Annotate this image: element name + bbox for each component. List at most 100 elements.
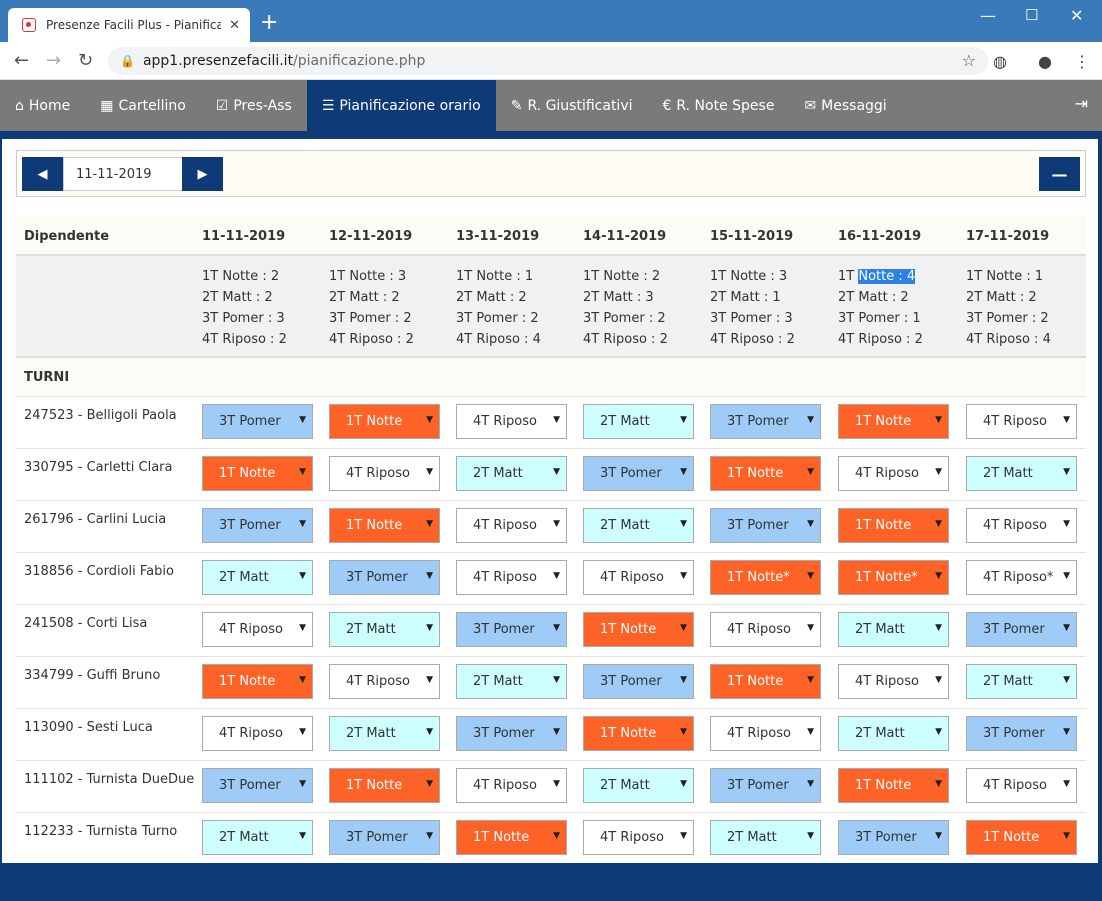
shift-select[interactable]: 1T Notte ▼ [329,768,440,803]
collapse-button[interactable]: — [1039,157,1080,191]
maximize-icon[interactable]: ☐ [1025,6,1039,24]
shift-select[interactable]: 3T Pomer ▼ [329,560,440,595]
shift-select[interactable]: 2T Matt ▼ [202,560,313,595]
shift-select[interactable]: 4T Riposo ▼ [202,716,313,751]
prev-week-button[interactable]: ◀ [22,157,63,191]
extension-icon[interactable]: ◍ [993,52,1007,71]
shift-select[interactable]: 2T Matt ▼ [838,716,949,751]
shift-select[interactable]: 4T Riposo ▼ [838,456,949,491]
shift-select[interactable]: 3T Pomer ▼ [456,612,567,647]
shift-select[interactable]: 2T Matt ▼ [583,508,694,543]
new-tab-icon[interactable]: + [260,10,279,35]
shift-select[interactable]: 2T Matt ▼ [583,768,694,803]
shift-select[interactable]: 3T Pomer ▼ [202,404,313,439]
forward-icon[interactable]: → [46,50,62,71]
shift-select[interactable]: 2T Matt ▼ [329,612,440,647]
dropdown-arrow-icon: ▼ [935,623,942,633]
shift-select[interactable]: 3T Pomer ▼ [202,508,313,543]
back-icon[interactable]: ← [14,50,30,71]
close-window-icon[interactable]: ✕ [1070,6,1084,25]
reload-icon[interactable]: ↻ [78,50,94,71]
shift-select[interactable]: 3T Pomer ▼ [966,612,1077,647]
shift-select[interactable]: 4T Riposo ▼ [966,404,1077,439]
shift-select[interactable]: 3T Pomer ▼ [710,508,821,543]
shift-select[interactable]: 4T Riposo ▼ [583,820,694,855]
url-field[interactable]: 🔒 app1.presenzefacili.it /pianificazione… [108,47,988,75]
shift-select[interactable]: 2T Matt ▼ [966,664,1077,699]
nav-home[interactable]: ⌂ Home [0,80,85,131]
shift-select[interactable]: 4T Riposo ▼ [456,768,567,803]
shift-value: 3T Pomer [727,414,789,429]
browser-tab[interactable]: Presenze Facili Plus - Pianificazione ✕ [8,8,250,42]
employee-name: 318856 - Cordioli Fabio [24,564,174,579]
shift-select[interactable]: 3T Pomer ▼ [583,456,694,491]
bookmark-star-icon[interactable]: ☆ [961,51,976,70]
shift-select[interactable]: 1T Notte ▼ [202,456,313,491]
shift-select[interactable]: 4T Riposo* ▼ [966,560,1077,595]
shift-select[interactable]: 4T Riposo ▼ [966,768,1077,803]
nav-cartellino[interactable]: ▦ Cartellino [85,80,201,131]
logout-icon[interactable]: ⇥ [1074,94,1088,113]
tab-close-icon[interactable]: ✕ [229,17,240,33]
shift-select[interactable]: 4T Riposo ▼ [329,664,440,699]
profile-icon[interactable]: ● [1038,52,1052,71]
shift-select[interactable]: 1T Notte ▼ [583,612,694,647]
shift-select[interactable]: 3T Pomer ▼ [329,820,440,855]
shift-select[interactable]: 1T Notte ▼ [966,820,1077,855]
table-row: 247523 - Belligoli Paola 3T Pomer ▼ 1T Nott… [16,396,1086,448]
shift-select[interactable]: 1T Notte ▼ [456,820,567,855]
shift-select[interactable]: 4T Riposo ▼ [456,508,567,543]
shift-select[interactable]: 3T Pomer ▼ [966,716,1077,751]
shift-select[interactable]: 3T Pomer ▼ [710,768,821,803]
shift-select[interactable]: 4T Riposo ▼ [329,456,440,491]
shift-select[interactable]: 3T Pomer ▼ [838,820,949,855]
shift-select[interactable]: 1T Notte ▼ [710,664,821,699]
dropdown-arrow-icon: ▼ [426,727,433,737]
shift-select[interactable]: 4T Riposo ▼ [202,612,313,647]
shift-select[interactable]: 2T Matt ▼ [966,456,1077,491]
shift-select[interactable]: 4T Riposo ▼ [710,612,821,647]
shift-select[interactable]: 3T Pomer ▼ [456,716,567,751]
table-header-row: Dipendente 11-11-2019 12-11-2019 13-11-201… [16,217,1086,256]
shift-select[interactable]: 4T Riposo ▼ [456,560,567,595]
table-row: 318856 - Cordioli Fabio 2T Matt ▼ 3T Pomer ▼… [16,552,1086,604]
date-input[interactable]: 11-11-2019 [63,157,183,191]
nav-note-spese[interactable]: € R. Note Spese [648,80,790,131]
shift-select[interactable]: 2T Matt ▼ [710,820,821,855]
shift-select[interactable]: 1T Notte* ▼ [710,560,821,595]
shift-select[interactable]: 1T Notte ▼ [838,404,949,439]
shift-select[interactable]: 2T Matt ▼ [456,664,567,699]
nav-pres-ass[interactable]: ☑ Pres-Ass [201,80,307,131]
shift-select[interactable]: 3T Pomer ▼ [710,404,821,439]
nav-pianificazione[interactable]: ☰ Pianificazione orario [306,80,496,131]
summary-cell: 1T Notte : 3 2T Matt : 2 3T Pomer : 2 4T Ri… [329,266,414,350]
shift-select[interactable]: 1T Notte ▼ [838,768,949,803]
shift-select[interactable]: 4T Riposo ▼ [966,508,1077,543]
header-dipendente: Dipendente [24,229,110,244]
nav-messaggi[interactable]: ✉ Messaggi [789,80,901,131]
shift-select[interactable]: 2T Matt ▼ [456,456,567,491]
shift-select[interactable]: 1T Notte ▼ [202,664,313,699]
shift-select[interactable]: 4T Riposo ▼ [838,664,949,699]
shift-select[interactable]: 1T Notte ▼ [838,508,949,543]
shift-select[interactable]: 1T Notte ▼ [329,508,440,543]
shift-select[interactable]: 4T Riposo ▼ [456,404,567,439]
nav-giustificativi[interactable]: ✎ R. Giustificativi [496,80,648,131]
shift-select[interactable]: 2T Matt ▼ [583,404,694,439]
shift-select[interactable]: 2T Matt ▼ [838,612,949,647]
shift-select[interactable]: 1T Notte ▼ [329,404,440,439]
shift-select[interactable]: 3T Pomer ▼ [202,768,313,803]
shift-select[interactable]: 1T Notte* ▼ [838,560,949,595]
shift-select[interactable]: 1T Notte ▼ [710,456,821,491]
shift-select[interactable]: 1T Notte ▼ [583,716,694,751]
shift-select[interactable]: 2T Matt ▼ [202,820,313,855]
minimize-icon[interactable]: — [980,6,996,25]
shift-select[interactable]: 4T Riposo ▼ [710,716,821,751]
next-week-button[interactable]: ▶ [182,157,223,191]
shift-select[interactable]: 4T Riposo ▼ [583,560,694,595]
browser-titlebar: Presenze Facili Plus - Pianificazione ✕ … [0,0,1102,42]
menu-dots-icon[interactable]: ⋮ [1074,52,1090,71]
dropdown-arrow-icon: ▼ [299,519,306,529]
shift-select[interactable]: 2T Matt ▼ [329,716,440,751]
shift-select[interactable]: 3T Pomer ▼ [583,664,694,699]
